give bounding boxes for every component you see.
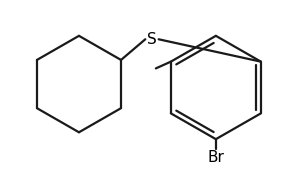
Text: S: S: [147, 32, 157, 47]
Text: Br: Br: [208, 150, 224, 165]
